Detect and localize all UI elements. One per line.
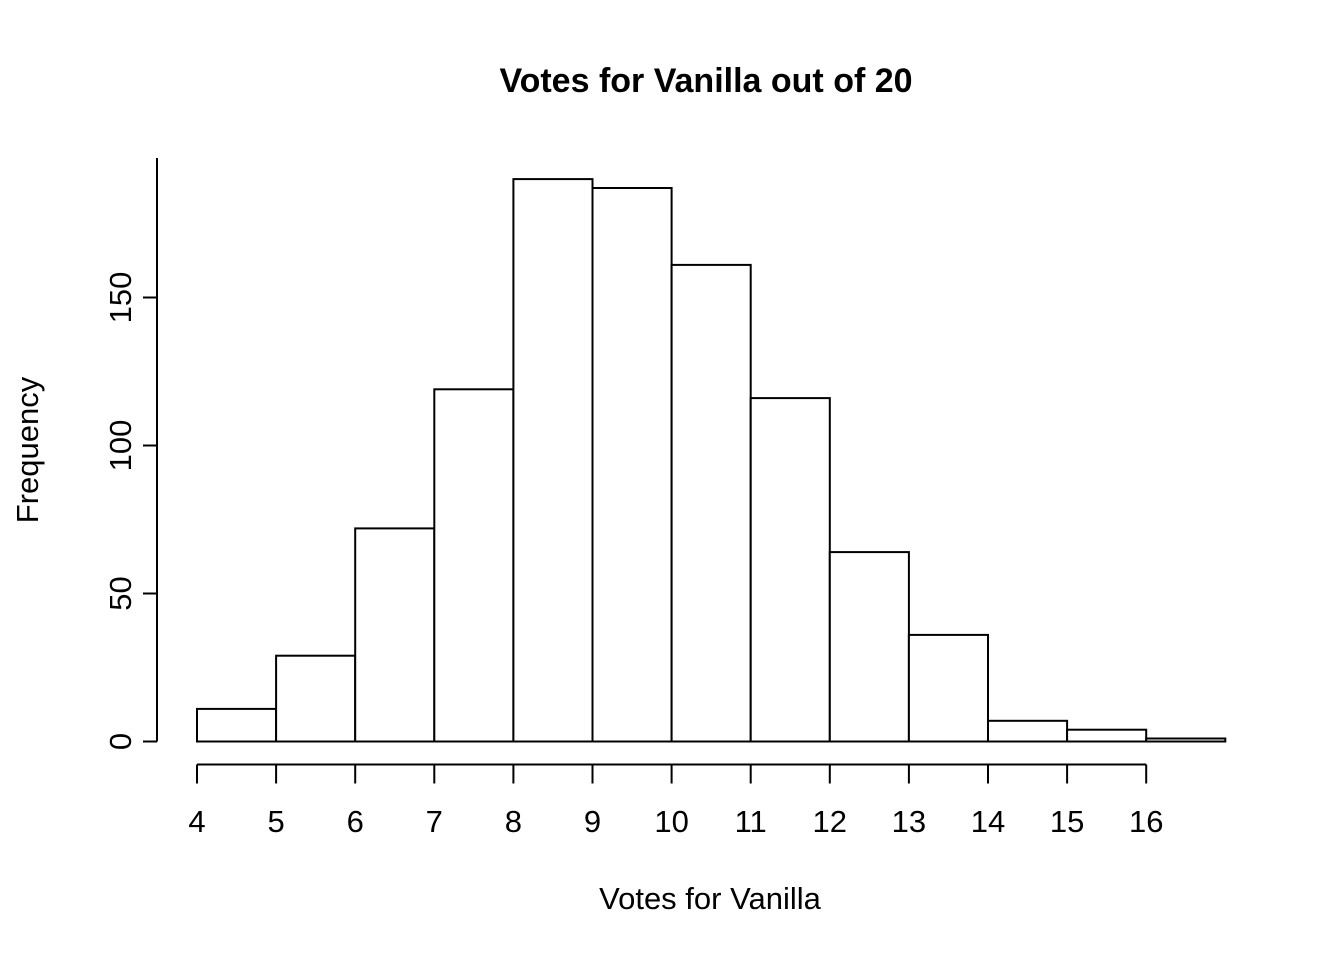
x-tick-label-6: 6 [347,804,364,839]
histogram-bar-10-11 [670,263,752,743]
histogram-bar-16-17 [1145,737,1227,743]
histogram-bar-9-10 [591,187,673,743]
x-tick-label-13: 13 [892,804,926,839]
histogram-bar-11-12 [749,397,831,743]
histogram-bar-14-15 [987,719,1069,743]
y-tick-label-50: 50 [103,576,138,610]
x-tick-label-4: 4 [188,804,205,839]
x-tick-label-8: 8 [505,804,522,839]
histogram-bar-8-9 [512,178,594,743]
histogram-bar-15-16 [1066,728,1148,743]
chart-title: Votes for Vanilla out of 20 [499,62,912,100]
x-tick-label-14: 14 [971,804,1005,839]
y-axis-label: Frequency [10,376,45,523]
histogram-bar-12-13 [828,551,910,743]
histogram-bar-5-6 [275,654,357,743]
x-tick-label-16: 16 [1129,804,1163,839]
histogram-bar-4-5 [196,707,278,743]
y-tick-label-150: 150 [103,272,138,324]
x-tick-label-7: 7 [426,804,443,839]
x-tick-label-10: 10 [654,804,688,839]
x-tick-label-9: 9 [584,804,601,839]
histogram-bar-13-14 [907,633,990,743]
x-tick-label-15: 15 [1050,804,1084,839]
x-tick-label-5: 5 [267,804,284,839]
y-tick-label-100: 100 [103,420,138,472]
x-tick-label-12: 12 [813,804,847,839]
y-axis: 0 50 100 150 [103,158,158,750]
histogram-bar-6-7 [354,527,436,743]
y-tick-label-0: 0 [103,733,138,750]
x-axis-label: Votes for Vanilla [599,881,821,916]
histogram-bars [196,178,1227,743]
histogram-bar-7-8 [433,388,515,743]
x-axis: 4 5 6 7 8 9 10 11 12 13 14 15 16 [188,763,1163,839]
x-tick-label-11: 11 [735,804,767,839]
